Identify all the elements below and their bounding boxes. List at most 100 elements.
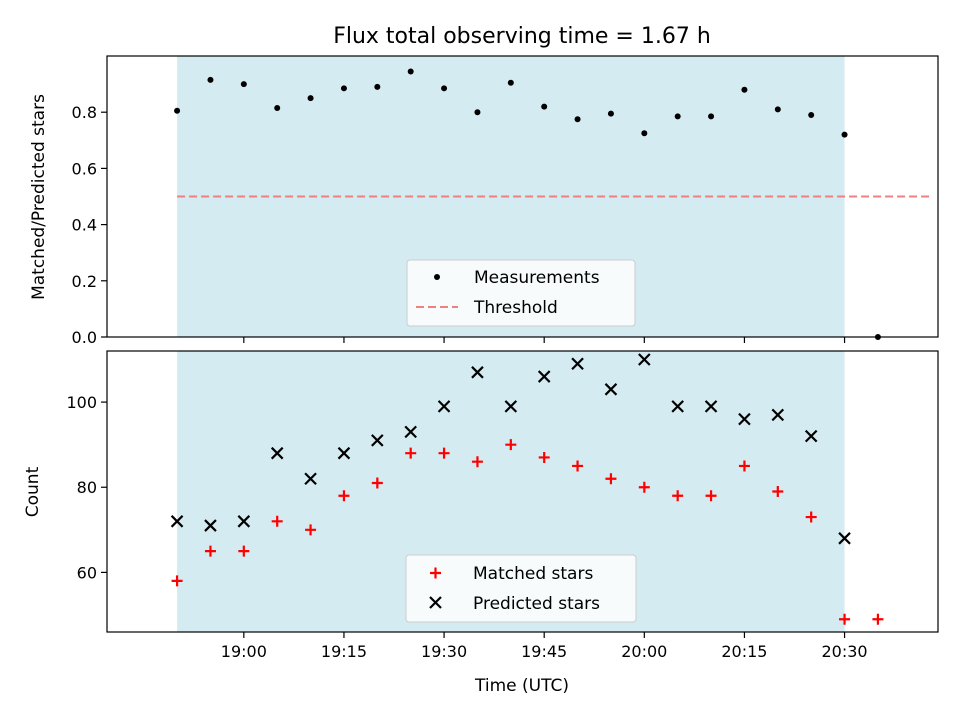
top-panel: 0.0 0.2 0.4 0.6 0.8 Flux total observing tim… <box>29 24 939 347</box>
matched-star-point <box>338 490 350 502</box>
predicted-star-point <box>638 353 651 366</box>
matched-star-point <box>772 486 784 497</box>
bottom-legend-box <box>405 554 637 623</box>
y-tick-label: 0.4 <box>72 216 97 235</box>
x-tick-label: 19:15 <box>321 642 367 661</box>
matched-star-point <box>405 447 417 459</box>
top-y-axis-label: Matched/Predicted stars <box>29 94 49 300</box>
matched-star-point <box>839 613 851 625</box>
measurement-point <box>340 85 347 92</box>
measurement-point <box>808 112 815 119</box>
predicted-star-point <box>471 366 484 379</box>
matched-star-point <box>872 613 884 625</box>
predicted-star-point <box>304 472 317 486</box>
measurement-point <box>474 109 481 116</box>
predicted-star-point <box>404 425 417 439</box>
matched-star-point <box>438 447 450 459</box>
measurement-point <box>607 110 614 117</box>
x-axis-label: Time (UTC) <box>474 676 569 696</box>
bottom-y-axis-label: Count <box>23 466 43 517</box>
measurement-point <box>274 104 281 111</box>
measurement-points <box>174 68 881 340</box>
bottom-panel: 60 80 100 19:00 19:15 19:30 19:45 20:00 20:15 20… <box>23 350 939 696</box>
predicted-star-point <box>804 429 818 443</box>
bottom-x-ticks: 19:00 19:15 19:30 19:45 20:00 20:15 20:30 <box>221 632 868 661</box>
top-x-ticks <box>243 337 846 343</box>
matched-star-point <box>538 451 550 463</box>
y-tick-label: 0.6 <box>72 159 97 178</box>
y-tick-label: 0.2 <box>72 272 97 291</box>
matched-star-point <box>271 515 283 527</box>
legend-predicted-marker <box>429 596 442 609</box>
measurement-point <box>207 76 214 83</box>
matched-star-point <box>705 490 717 502</box>
measurement-point <box>374 83 381 90</box>
legend-matched-label: Matched stars <box>473 564 593 584</box>
predicted-star-point <box>504 400 518 413</box>
predicted-star-point <box>571 357 584 371</box>
measurement-point <box>674 113 681 120</box>
measurement-point <box>174 107 181 114</box>
y-tick-label: 0.8 <box>72 103 97 122</box>
measurement-point <box>441 85 448 92</box>
measurement-point <box>741 86 748 93</box>
matched-star-point <box>572 460 584 472</box>
legend-matched-marker <box>430 567 441 579</box>
bottom-axes-frame <box>106 350 939 633</box>
measurement-point <box>841 131 848 138</box>
predicted-star-point <box>371 434 384 447</box>
x-tick-label: 20:15 <box>721 642 767 661</box>
chart-title: Flux total observing time = 1.67 h <box>333 24 711 49</box>
predicted-star-point <box>204 519 217 532</box>
legend-measurements-marker <box>434 274 440 280</box>
matched-star-point <box>371 477 383 489</box>
predicted-star-point <box>170 515 184 528</box>
legend-threshold-label: Threshold <box>473 298 558 318</box>
x-tick-label: 19:45 <box>521 642 567 661</box>
predicted-star-point <box>704 400 718 413</box>
predicted-star-point <box>671 400 684 413</box>
y-tick-label: 0.0 <box>72 328 97 347</box>
y-tick-label: 80 <box>77 478 97 497</box>
bottom-legend: Matched stars Predicted stars <box>405 554 637 623</box>
star-count-points <box>170 353 884 625</box>
measurement-point <box>708 113 715 120</box>
measurement-point <box>641 130 648 137</box>
measurement-point <box>307 95 314 102</box>
measurement-point <box>507 79 514 86</box>
measurement-point <box>240 81 247 88</box>
measurement-point <box>407 68 414 75</box>
legend-measurements-label: Measurements <box>474 268 600 288</box>
predicted-star-point <box>738 412 751 426</box>
matched-star-point <box>805 511 817 523</box>
bottom-y-ticks: 60 80 100 <box>66 393 107 582</box>
top-legend-box <box>406 259 636 327</box>
x-tick-label: 19:00 <box>221 642 267 661</box>
legend-predicted-label: Predicted stars <box>473 594 600 614</box>
x-tick-label: 20:30 <box>821 642 867 661</box>
measurement-point <box>774 106 781 113</box>
predicted-star-point <box>604 383 618 396</box>
predicted-star-point <box>270 446 284 460</box>
matched-star-point <box>672 490 684 502</box>
y-tick-label: 60 <box>77 563 97 582</box>
top-axes-frame <box>106 55 939 338</box>
matched-star-point <box>204 545 216 557</box>
matched-star-point <box>638 481 650 493</box>
top-legend: Measurements Threshold <box>406 259 636 327</box>
measurement-point <box>541 103 548 110</box>
matched-star-point <box>305 524 317 536</box>
matched-star-point <box>238 545 250 557</box>
x-tick-label: 20:00 <box>621 642 667 661</box>
predicted-star-point <box>237 515 251 528</box>
predicted-star-point <box>437 400 451 413</box>
matched-star-point <box>505 439 517 451</box>
y-tick-label: 100 <box>66 393 97 412</box>
predicted-star-point <box>337 446 351 460</box>
matched-star-point <box>605 473 617 485</box>
x-tick-label: 19:30 <box>421 642 467 661</box>
predicted-star-point <box>771 408 785 422</box>
predicted-star-point <box>838 532 851 545</box>
matched-star-point <box>738 460 750 472</box>
